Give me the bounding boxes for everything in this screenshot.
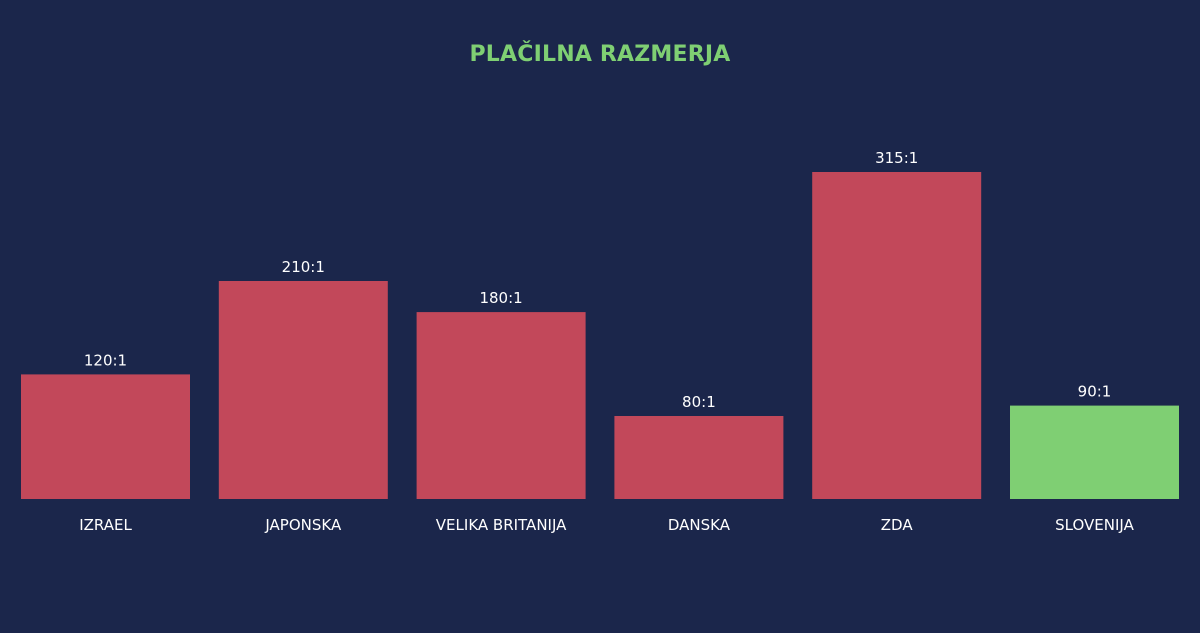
category-label: ZDA bbox=[881, 516, 914, 534]
bar-slovenija bbox=[1010, 405, 1179, 499]
category-label: IZRAEL bbox=[79, 516, 132, 534]
bar-zda bbox=[812, 172, 982, 499]
bar-value-label: 80:1 bbox=[682, 393, 716, 411]
bar-value-label: 210:1 bbox=[282, 258, 325, 276]
category-label: DANSKA bbox=[668, 516, 731, 534]
bar-velika-britanija bbox=[416, 312, 586, 499]
category-label: JAPONSKA bbox=[264, 516, 342, 534]
bar-danska bbox=[614, 416, 784, 499]
bar-izrael bbox=[21, 374, 190, 499]
bar-japonska bbox=[218, 281, 388, 499]
bar-value-label: 180:1 bbox=[479, 289, 522, 307]
category-label: SLOVENIJA bbox=[1055, 516, 1134, 534]
bar-value-label: 90:1 bbox=[1078, 383, 1112, 401]
chart-title: PLAČILNA RAZMERJA bbox=[469, 42, 731, 67]
bar-value-label: 120:1 bbox=[84, 351, 127, 369]
bar-value-label: 315:1 bbox=[875, 149, 918, 167]
category-label: VELIKA BRITANIJA bbox=[436, 516, 567, 534]
